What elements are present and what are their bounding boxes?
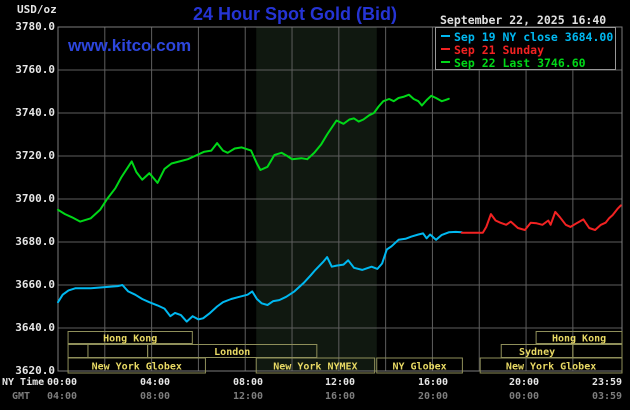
gmt-tick-0800: 08:00 (139, 391, 171, 402)
y-tick-3740: 3740.0 (15, 106, 55, 119)
session-label: Hong Kong (552, 334, 606, 345)
session-box (572, 344, 623, 358)
session-box-hong-kong (535, 331, 623, 344)
ny-tick-2359: 23:59 (591, 377, 623, 388)
y-tick-3680: 3680.0 (15, 235, 55, 248)
session-label: New York Globex (92, 362, 182, 373)
y-tick-3700: 3700.0 (15, 192, 55, 205)
session-box-new-york-nymex (255, 357, 376, 374)
session-label: Hong Kong (103, 334, 157, 345)
session-label: New York NYMEX (273, 362, 357, 373)
price-line-sep-21-sunday (460, 204, 622, 234)
chart-datetime: September 22, 2025 16:40 (440, 13, 607, 27)
gmt-tick-0400: 04:00 (46, 391, 78, 402)
legend-row-sep21: Sep 21 Sunday (436, 43, 615, 57)
y-tick-3760: 3760.0 (15, 63, 55, 76)
price-line-sep-19-ny-close (57, 230, 463, 323)
ny-tick-0800: 08:00 (232, 377, 264, 388)
y-tick-3660: 3660.0 (15, 278, 55, 291)
gmt-tick-0000: 00:00 (508, 391, 540, 402)
y-axis-units-label: USD/oz (17, 3, 57, 16)
ny-time-axis-label: NY Time (2, 377, 45, 388)
y-tick-3780: 3780.0 (15, 20, 55, 33)
session-box-new-york-globex (67, 357, 206, 374)
ny-tick-0000: 00:00 (46, 377, 78, 388)
gmt-axis-label: GMT (12, 391, 31, 402)
session-label: Sydney (519, 347, 555, 358)
session-box (87, 344, 149, 358)
chart-title: 24 Hour Spot Gold (Bid) (193, 4, 397, 24)
session-label: New York Globex (506, 362, 596, 373)
green-line-swatch-icon (441, 61, 450, 63)
legend-box: Sep 19 NY close 3684.00 Sep 21 Sunday Se… (435, 27, 616, 70)
gmt-tick-1200: 12:00 (232, 391, 264, 402)
y-tick-3640: 3640.0 (15, 321, 55, 334)
gmt-tick-2000: 20:00 (417, 391, 449, 402)
session-box-new-york-globex (479, 357, 623, 374)
red-line-swatch-icon (441, 48, 450, 50)
ny-tick-1200: 12:00 (324, 377, 356, 388)
session-box-ny-globex (376, 357, 463, 374)
session-box (67, 344, 89, 358)
cyan-line-swatch-icon (441, 35, 450, 37)
price-line-sep-22-last (57, 93, 450, 223)
gmt-tick-1600: 16:00 (324, 391, 356, 402)
ny-tick-1600: 16:00 (417, 377, 449, 388)
session-box-hong-kong (67, 331, 193, 344)
plot-border (57, 26, 623, 372)
legend-label-sep21: Sep 21 Sunday (454, 43, 545, 57)
session-box-london (147, 344, 318, 358)
gmt-tick-0359: 03:59 (591, 391, 623, 402)
legend-label-sep22: Sep 22 Last 3746.60 (454, 56, 586, 70)
kitco-watermark-link[interactable]: www.kitco.com (68, 36, 192, 55)
legend-label-sep19: Sep 19 NY close 3684.00 (454, 30, 614, 44)
ny-tick-0400: 04:00 (139, 377, 171, 388)
legend-row-sep22: Sep 22 Last 3746.60 (436, 56, 615, 70)
y-tick-3720: 3720.0 (15, 149, 55, 162)
y-tick-3620: 3620.0 (15, 364, 55, 377)
legend-row-sep19: Sep 19 NY close 3684.00 (436, 30, 615, 44)
session-label: London (214, 347, 250, 358)
session-label: NY Globex (392, 362, 446, 373)
ny-tick-2000: 20:00 (508, 377, 540, 388)
